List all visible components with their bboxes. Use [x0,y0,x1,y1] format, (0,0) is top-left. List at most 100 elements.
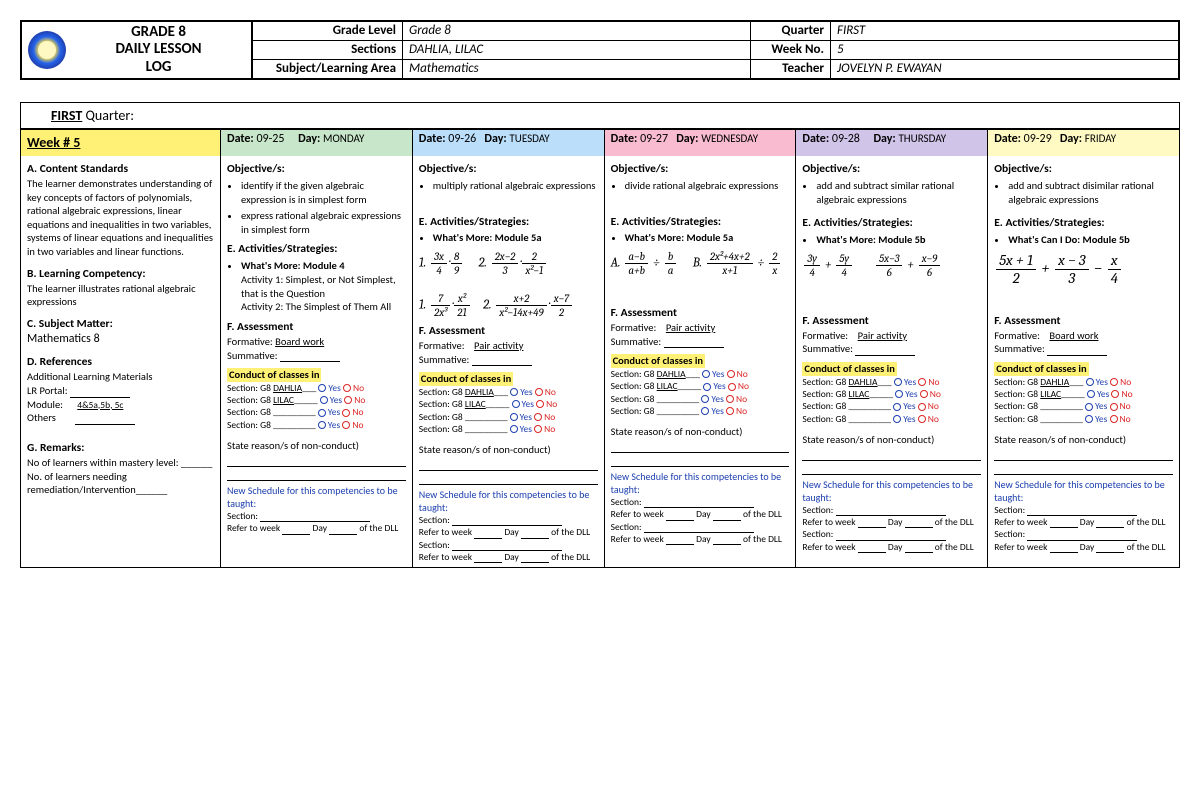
section-row: Section: G8 LILAC_____ Yes No [419,398,598,410]
sb-g-l1: No of learners within mastery level: ___… [27,456,214,470]
act-intro: What's Can I Do: Module 5b [1008,233,1130,246]
obj-item: identify if the given algebraic expressi… [241,179,406,206]
section-row: Section: G8 _________ Yes No [994,413,1173,425]
hdr-lab2-1: Week No. [750,41,830,60]
reason-label: State reason/s of non-conduct) [227,439,406,453]
ref-row: Refer to week Day of the DLL [419,551,598,563]
assess-label: F. Assessment [994,314,1173,329]
section-row: Section: G8 _________ Yes No [611,405,790,417]
section-row: Section: G8 LILAC_____ Yes No [994,388,1173,400]
quarter-label: FIRST [51,107,82,124]
sb-d-lr: LR Portal: [27,384,214,398]
ref-row: Refer to week Day of the DLL [227,522,406,534]
ref-row: Refer to week Day of the DLL [611,508,790,520]
summative-row: Summative: [419,353,598,367]
col-tuesday: Objective/s: multiply rational algebraic… [413,156,605,567]
week-cell: Week # 5 [21,129,221,156]
hdr-val2-1: 5 [830,41,1178,60]
section-row: Section: G8 LILAC_____ Yes No [611,380,790,392]
col-friday: Objective/s: add and subtract disimilar … [988,156,1180,567]
sb-g-l2: No. of learners needing remediation/Inte… [27,470,214,497]
formative-row: Formative: Pair activity [802,329,981,343]
ref-row: Refer to week Day of the DLL [802,516,981,528]
col-wednesday: Objective/s: divide rational algebraic e… [605,156,797,567]
section-row: Section: G8 DAHLIA___ Yes No [227,382,406,394]
quarter-bar: FIRST Quarter: [20,102,1180,129]
ref-row: Section: [419,514,598,526]
header-block: GRADE 8 DAILY LESSON LOG Grade Level Gra… [20,20,1180,80]
sb-a-title: A. Content Standards [27,162,214,177]
ref-row: Refer to week Day of the DLL [994,516,1173,528]
quarter-suffix: Quarter: [82,107,134,124]
dayhdr-thu: Date: 09-28 Day: THURSDAY [796,129,988,156]
hdr-lab-0: Grade Level [252,22,402,41]
hdr-lab-2: Subject/Learning Area [252,60,402,78]
doc-title: GRADE 8 DAILY LESSON LOG [72,24,245,76]
sb-d-oth: Others [27,411,214,425]
assess-label: F. Assessment [227,320,406,335]
obj-item: add and subtract disimilar rational alge… [1008,179,1173,206]
assess-label: F. Assessment [802,314,981,329]
section-row: Section: G8 DAHLIA___ Yes No [419,386,598,398]
dayhdr-fri: Date: 09-29 Day: FRIDAY [988,129,1180,156]
math-block: A. a−ba+b ÷ ba B. 2x²+4x+2x+1 ÷ 2x [611,251,790,276]
section-row: Section: G8 DAHLIA___ Yes No [611,368,790,380]
sched-label: New Schedule for this competencies to be… [994,478,1173,504]
reason-label: State reason/s of non-conduct) [802,433,981,447]
sb-c-text: Mathematics 8 [27,332,214,348]
sb-c-title: C. Subject Matter: [27,317,214,332]
act-intro: What's More: Module 4 [241,259,345,272]
school-logo-icon [28,31,66,69]
section-row: Section: G8 LILAC_____ Yes No [802,388,981,400]
sb-d-text: Additional Learning Materials [27,370,214,384]
section-row: Section: G8 _________ Yes No [227,406,406,418]
ref-row: Section: [802,528,981,540]
assess-label: F. Assessment [611,306,790,321]
summative-row: Summative: [994,342,1173,356]
hdr-lab2-2: Teacher [750,60,830,78]
dayhdr-mon: Date: 09-25 Day: MONDAY [221,129,413,156]
act-intro: What's More: Module 5b [816,233,925,246]
sb-g-title: G. Remarks: [27,441,214,456]
section-row: Section: G8 _________ Yes No [419,411,598,423]
formative-row: Formative: Board work [227,335,406,349]
conduct-block: Conduct of classes in [611,354,790,368]
ref-row: Section: [419,539,598,551]
obj-label: Objective/s: [611,162,790,177]
hdr-lab-1: Sections [252,41,402,60]
ref-row: Section: [994,528,1173,540]
section-row: Section: G8 _________ Yes No [802,413,981,425]
sb-b-title: B. Learning Competency: [27,267,214,282]
formative-row: Formative: Pair activity [611,321,790,335]
ref-row: Section: [994,504,1173,516]
obj-label: Objective/s: [802,162,981,177]
hdr-lab2-0: Quarter [750,22,830,41]
act-list: What's More: Module 4Activity 1: Simples… [227,259,406,314]
conduct-block: Conduct of classes in [419,372,598,386]
sb-a-text: The learner demonstrates understanding o… [27,177,214,259]
obj-item: multiply rational algebraic expressions [433,179,598,193]
dayhdr-tue: Date: 09-26 Day: TUESDAY [413,129,605,156]
col-thursday: Objective/s: add and subtract similar ra… [796,156,988,567]
ref-row: Section: [611,521,790,533]
formative-row: Formative: Board work [994,329,1173,343]
reason-label: State reason/s of non-conduct) [611,425,790,439]
lesson-grid: Week # 5 Date: 09-25 Day: MONDAY Date: 0… [20,129,1180,568]
act-intro: What's More: Module 5a [625,231,734,244]
section-row: Section: G8 LILAC_____ Yes No [227,394,406,406]
hdr-val-0: Grade 8 [402,22,750,41]
summative-row: Summative: [227,349,406,363]
obj-label: Objective/s: [994,162,1173,177]
obj-item: divide rational algebraic expressions [625,179,790,193]
summative-row: Summative: [802,342,981,356]
section-row: Section: G8 DAHLIA___ Yes No [802,376,981,388]
obj-item: express rational algebraic expressions i… [241,209,406,236]
math-block: 3y4 + 5y4 5x−36 + x−96 [802,253,981,278]
sb-d-mod: Module: 4&5a,5b, 5c [27,398,214,412]
act-title: E. Activities/Strategies: [611,215,790,230]
ref-row: Section: [802,504,981,516]
act-title: E. Activities/Strategies: [419,215,598,230]
obj-label: Objective/s: [227,162,406,177]
section-row: Section: G8 _________ Yes No [419,423,598,435]
col-monday: Objective/s: identify if the given algeb… [221,156,413,567]
